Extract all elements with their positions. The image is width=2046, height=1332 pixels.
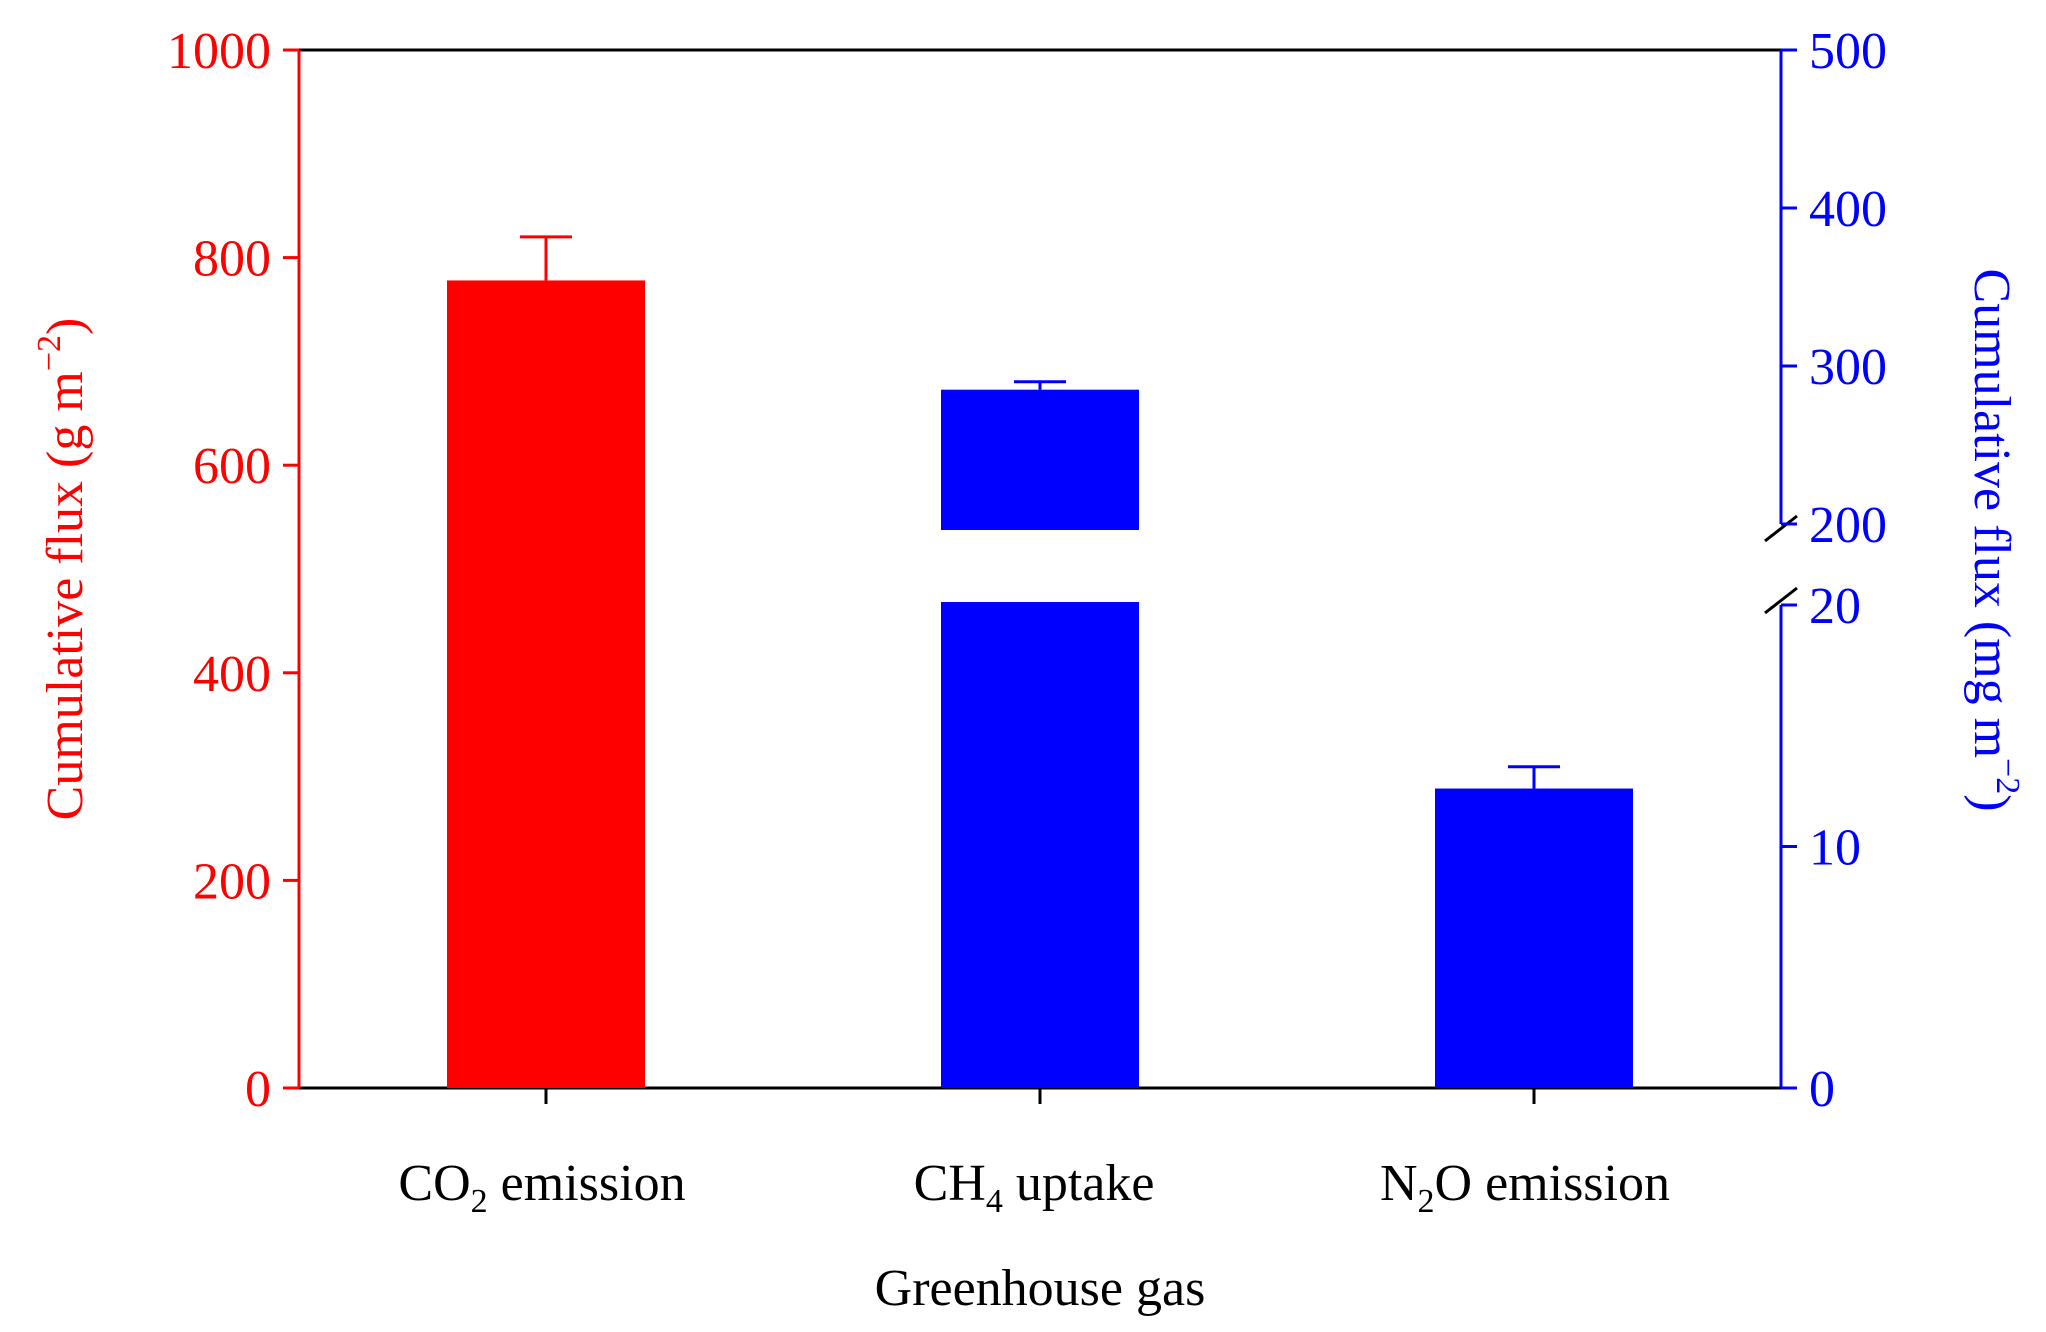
right-axis-title: Cumulative flux (mg m−2) xyxy=(1963,268,2026,811)
bar-n2o xyxy=(1435,788,1633,1088)
left-ticks: 0 200 400 600 800 1000 xyxy=(167,23,299,1118)
bar-co2 xyxy=(447,280,645,1088)
category-label-n2o: N2O emission xyxy=(1380,1155,1670,1220)
right-tick-label: 500 xyxy=(1809,23,1887,80)
bars xyxy=(447,235,1633,1088)
axis-break-mark-lower xyxy=(1764,586,1798,615)
right-tick-label: 300 xyxy=(1809,339,1887,396)
bar-ch4-upper-segment xyxy=(941,389,1139,530)
right-ticks: 0 10 20 200 300 400 500 xyxy=(1781,23,1887,1118)
left-tick-label: 0 xyxy=(245,1061,271,1118)
right-tick-label: 400 xyxy=(1809,181,1887,238)
right-tick-label: 20 xyxy=(1809,578,1861,635)
right-tick-label: 10 xyxy=(1809,820,1861,877)
category-label-co2: CO2 emission xyxy=(398,1155,685,1220)
axis-break-mark-upper xyxy=(1764,514,1798,543)
left-tick-label: 600 xyxy=(193,438,271,495)
x-axis-title: Greenhouse gas xyxy=(875,1260,1206,1317)
category-label-ch4: CH4 uptake xyxy=(914,1155,1155,1220)
left-axis-title: Cumulative flux (g m−2) xyxy=(31,318,94,821)
left-tick-label: 400 xyxy=(193,646,271,703)
right-tick-label: 200 xyxy=(1809,497,1887,554)
left-tick-label: 800 xyxy=(193,231,271,288)
right-tick-label: 0 xyxy=(1809,1061,1835,1118)
left-tick-label: 1000 xyxy=(167,23,271,80)
left-tick-label: 200 xyxy=(193,853,271,910)
x-ticks xyxy=(544,1088,1536,1104)
bar-ch4-lower-segment xyxy=(941,602,1139,1088)
